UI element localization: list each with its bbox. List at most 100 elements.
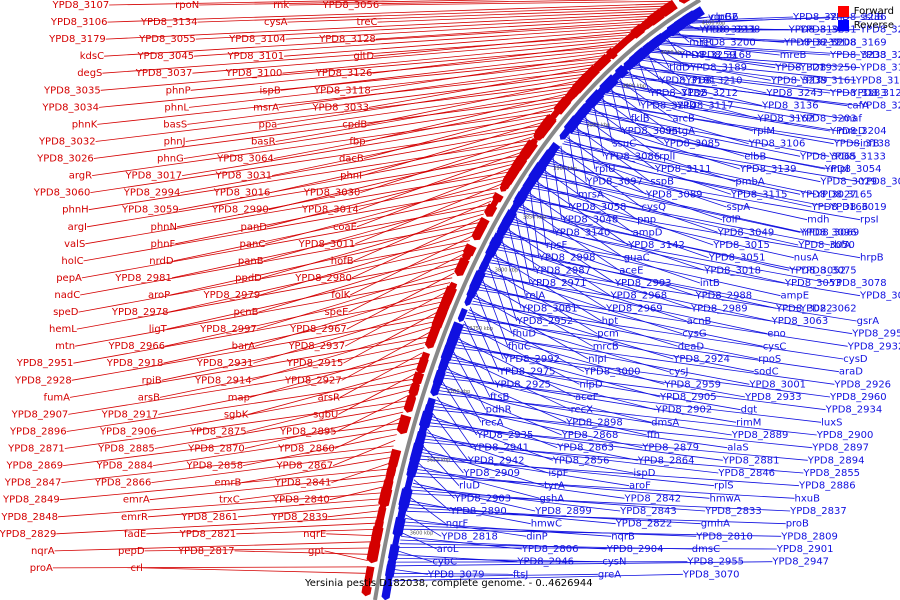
kbp-tick-label: 3850 kbp (523, 214, 547, 220)
reverse-leader-line (510, 223, 831, 284)
reverse-gene-label: YPD8_3111 (654, 164, 712, 175)
reverse-leader-line (500, 241, 607, 309)
reverse-leader-line (597, 101, 834, 145)
reverse-leader-line (440, 387, 647, 436)
reverse-gene-label: nusA (794, 253, 819, 264)
reverse-gene-label: YPD8_2993 (614, 278, 672, 289)
reverse-gene-label: YPD8_3015 (712, 240, 770, 251)
reverse-gene-label: YPD8_2956 (851, 329, 900, 340)
reverse-leader-line (395, 561, 773, 567)
reverse-gene-label: rpsI (860, 215, 879, 226)
reverse-gene-label: ispD (633, 468, 655, 479)
forward-gene-label: map (228, 392, 250, 403)
forward-gene-label: valS (64, 239, 85, 250)
reverse-gene-label: YPD8_2833 (704, 506, 762, 517)
forward-leader-line (236, 529, 374, 535)
reverse-gene-label: YPD8_2846 (717, 468, 775, 479)
forward-gene-label: YPD8_2967 (289, 324, 347, 335)
forward-leader-line (161, 321, 434, 381)
forward-gene-label: arsB (138, 392, 160, 403)
forward-leader-line (105, 13, 655, 40)
reverse-gene-label: cybC (432, 557, 457, 568)
forward-leader-line (104, 23, 641, 57)
reverse-leader-line (511, 221, 785, 284)
forward-gene-label: YPD8_2847 (4, 478, 62, 489)
forward-leader-line (185, 86, 573, 142)
reverse-gene-label: YPD8_2843 (619, 506, 677, 517)
reverse-gene-label: YPD8_3243 (765, 88, 823, 99)
reverse-gene-label: clpB2 (710, 12, 738, 23)
reverse-gene-label: cysC (763, 341, 787, 352)
forward-leader-line (350, 235, 473, 296)
reverse-gene-label: recX (571, 405, 594, 416)
reverse-gene-label: YPD8_3054 (824, 164, 882, 175)
reverse-leader-line (402, 528, 782, 537)
reverse-gene-label: pmbA (735, 177, 764, 188)
forward-gene-label: YPD8_2997 (199, 324, 257, 335)
forward-gene-label: YPD8_2839 (270, 512, 328, 523)
reverse-leader-line (451, 353, 571, 411)
reverse-gene-label: YPD8_2975 (498, 367, 556, 378)
reverse-gene-label: YPD8_3063 (771, 316, 829, 327)
reverse-gene-label: YPD8_2924 (672, 354, 730, 365)
forward-gene-label: YPD8_3056 (322, 0, 380, 11)
forward-gene-label: mtn (55, 341, 75, 352)
forward-leader-line (251, 326, 433, 381)
forward-gene-label: YPD8_2885 (97, 444, 155, 455)
reverse-leader-line (430, 419, 638, 461)
forward-leader-line (268, 148, 525, 211)
reverse-gene-label: YPD8_2822 (615, 519, 673, 530)
reverse-gene-label: YPD8_2992 (502, 354, 560, 365)
reverse-leader-line (503, 236, 861, 297)
reverse-gene-label: cysN (602, 557, 626, 568)
reverse-gene-label: YPD8_2855 (802, 468, 860, 479)
forward-leader-line (95, 83, 576, 142)
reverse-gene-label: fhuC (508, 341, 531, 352)
forward-leader-line (346, 272, 455, 330)
reverse-leader-line (587, 113, 801, 157)
reverse-gene-label: nlpD (579, 379, 602, 390)
reverse-leader-line (595, 103, 861, 145)
forward-gene-feature (403, 395, 417, 413)
forward-gene-label: YPD8_3037 (135, 68, 193, 79)
reverse-gene-label: guaC (624, 253, 650, 264)
reverse-leader-line (475, 292, 504, 360)
reverse-leader-line (459, 332, 835, 385)
reverse-leader-line (417, 465, 540, 499)
forward-gene-label: degS (77, 68, 102, 79)
forward-gene-label: YPD8_2871 (7, 444, 65, 455)
reverse-gene-label: YPD8_3027 (799, 189, 857, 200)
reverse-gene-label: YPD8_3069 (802, 227, 860, 238)
forward-leader-line (159, 342, 427, 398)
kbp-tick-label: 3950 kbp (587, 122, 611, 128)
reverse-gene-label: YPD8_3233 (829, 50, 887, 61)
forward-leader-line (54, 541, 372, 552)
reverse-leader-line (410, 493, 791, 512)
reverse-gene-label: YPD8_3212 (680, 88, 738, 99)
reverse-gene-label: YPD8_2909 (462, 468, 520, 479)
forward-gene-label: YPD8_2978 (111, 307, 169, 318)
forward-leader-line (332, 439, 396, 466)
forward-leader-line (176, 159, 517, 228)
forward-gene-label: YPD8_3101 (226, 51, 284, 62)
forward-gene-feature (366, 542, 381, 564)
reverse-leader-line (392, 573, 683, 582)
reverse-gene-label: tyrA (544, 481, 565, 492)
reverse-leader-line (614, 83, 843, 119)
forward-leader-line (254, 287, 449, 347)
reverse-leader-line (529, 190, 540, 258)
forward-gene-label: aroP (148, 290, 170, 301)
reverse-leader-line (474, 295, 589, 360)
reverse-leader-line (534, 183, 714, 246)
forward-leader-line (263, 196, 494, 262)
reverse-gene-label: YPD8_3000 (583, 367, 641, 378)
forward-leader-line (73, 296, 444, 364)
reverse-leader-line (397, 554, 518, 563)
forward-gene-label: YPD8_3106 (50, 17, 108, 28)
reverse-gene-label: gshA (540, 493, 565, 504)
reverse-gene-label: YPD8_2971 (529, 278, 587, 289)
reverse-gene-label: vgrG6 (708, 12, 739, 23)
forward-gene-label: basR (251, 137, 276, 148)
forward-gene-label: YPD8_2875 (189, 427, 247, 438)
